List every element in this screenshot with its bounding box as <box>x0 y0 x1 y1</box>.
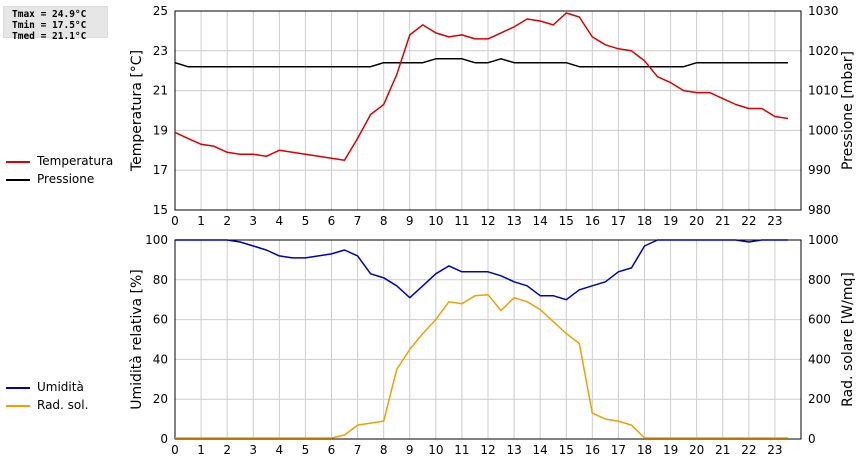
x-tick-label: 22 <box>741 214 756 228</box>
x-tick-label: 5 <box>302 443 310 457</box>
y-tick-label-right: 800 <box>808 273 831 287</box>
x-tick-label: 8 <box>380 443 388 457</box>
y-tick-label-right: 200 <box>808 392 831 406</box>
x-tick-label: 5 <box>302 214 310 228</box>
x-tick-label: 9 <box>406 214 414 228</box>
y-axis-title-right: Rad. solare [W/mq] <box>840 272 856 407</box>
y-axis-title-right: Pressione [mbar] <box>840 51 856 170</box>
y-tick-label-left: 40 <box>153 352 168 366</box>
x-tick-label: 11 <box>454 443 469 457</box>
legend-swatch-humidity <box>6 387 30 389</box>
chart-panel-1: 0 1 2 3 4 5 6 7 8 9 10 11 12 13 14 15 16 17 18 19 20 21 22 2302… <box>129 233 856 457</box>
x-tick-label: 20 <box>689 214 704 228</box>
x-tick-label: 19 <box>663 214 678 228</box>
chart-panel-0: 0 1 2 3 4 5 6 7 8 9 10 11 12 13 14 15 16 17 18 19 20 21 22 2315… <box>129 4 856 228</box>
x-tick-label: 4 <box>276 214 284 228</box>
y-tick-label-right: 980 <box>808 203 831 217</box>
stat-tmin: Tmin = 17.5°C <box>12 20 87 31</box>
stat-tmed: Tmed = 21.1°C <box>12 31 87 42</box>
x-tick-label: 3 <box>249 443 257 457</box>
y-tick-label-left: 25 <box>153 4 168 18</box>
x-tick-label: 6 <box>328 214 336 228</box>
y-tick-label-right: 1010 <box>808 84 839 98</box>
y-tick-label-right: 0 <box>808 432 816 446</box>
x-tick-label: 1 <box>197 443 205 457</box>
y-tick-label-right: 1000 <box>808 233 839 247</box>
x-tick-label: 10 <box>428 214 443 228</box>
x-tick-label: 16 <box>585 443 600 457</box>
x-tick-label: 20 <box>689 443 704 457</box>
x-tick-label: 19 <box>663 443 678 457</box>
x-tick-label: 16 <box>585 214 600 228</box>
x-tick-label: 14 <box>533 443 548 457</box>
x-tick-label: 7 <box>354 214 362 228</box>
x-tick-label: 18 <box>637 214 652 228</box>
x-tick-label: 9 <box>406 443 414 457</box>
x-tick-label: 2 <box>223 214 231 228</box>
y-tick-label-left: 0 <box>160 432 168 446</box>
x-tick-label: 18 <box>637 443 652 457</box>
x-tick-label: 1 <box>197 214 205 228</box>
x-tick-label: 23 <box>767 214 782 228</box>
y-tick-label-left: 21 <box>153 84 168 98</box>
y-tick-label-left: 60 <box>153 313 168 327</box>
x-tick-label: 13 <box>506 214 521 228</box>
x-tick-label: 12 <box>480 214 495 228</box>
series-line-temperatura <box>174 12 789 162</box>
y-tick-label-right: 990 <box>808 163 831 177</box>
x-tick-label: 17 <box>611 214 626 228</box>
legend-label-radiation: Rad. sol. <box>37 398 89 412</box>
y-tick-label-left: 80 <box>153 273 168 287</box>
y-tick-label-left: 100 <box>145 233 168 247</box>
x-tick-label: 10 <box>428 443 443 457</box>
y-tick-label-right: 400 <box>808 352 831 366</box>
series-line-rad-sol <box>175 293 788 439</box>
y-tick-label-left: 20 <box>153 392 168 406</box>
x-tick-label: 21 <box>715 214 730 228</box>
x-tick-label: 3 <box>249 214 257 228</box>
stat-tmax: Tmax = 24.9°C <box>12 9 87 20</box>
legend-swatch-radiation <box>6 405 30 407</box>
y-tick-label-right: 1000 <box>808 123 839 137</box>
x-tick-label: 8 <box>380 214 388 228</box>
x-tick-label: 6 <box>328 443 336 457</box>
x-tick-label: 17 <box>611 443 626 457</box>
x-tick-label: 0 <box>171 214 179 228</box>
y-tick-label-right: 600 <box>808 313 831 327</box>
x-tick-label: 4 <box>276 443 284 457</box>
x-tick-label: 23 <box>767 443 782 457</box>
x-tick-label: 15 <box>559 214 574 228</box>
x-tick-label: 22 <box>741 443 756 457</box>
y-tick-label-right: 1030 <box>808 4 839 18</box>
y-axis-title-left: Temperatura [°C] <box>129 50 145 172</box>
legend-label-temperature: Temperatura <box>37 154 114 168</box>
plot-frame <box>174 239 802 440</box>
x-tick-label: 11 <box>454 214 469 228</box>
x-tick-label: 14 <box>533 214 548 228</box>
series-line-pressione <box>174 58 788 68</box>
x-tick-label: 12 <box>480 443 495 457</box>
legend-label-pressure: Pressione <box>37 172 95 186</box>
x-tick-label: 15 <box>559 443 574 457</box>
legend-label-humidity: Umidità <box>37 380 84 394</box>
x-tick-label: 0 <box>171 443 179 457</box>
series-line-umidita <box>175 239 788 301</box>
plot-frame <box>174 10 802 211</box>
x-tick-label: 2 <box>223 443 231 457</box>
legend-swatch-temperature <box>6 161 30 163</box>
y-tick-label-left: 23 <box>153 44 168 58</box>
y-tick-label-right: 1020 <box>808 44 839 58</box>
y-tick-label-left: 15 <box>153 203 168 217</box>
y-tick-label-left: 19 <box>153 123 168 137</box>
stats-box: Tmax = 24.9°C Tmin = 17.5°C Tmed = 21.1°… <box>3 6 108 42</box>
y-tick-label-left: 17 <box>153 163 168 177</box>
legend-swatch-pressure <box>6 179 30 181</box>
x-tick-label: 21 <box>715 443 730 457</box>
x-tick-label: 13 <box>506 443 521 457</box>
x-tick-label: 7 <box>354 443 362 457</box>
y-axis-title-left: Umidità relativa [%] <box>129 269 145 410</box>
